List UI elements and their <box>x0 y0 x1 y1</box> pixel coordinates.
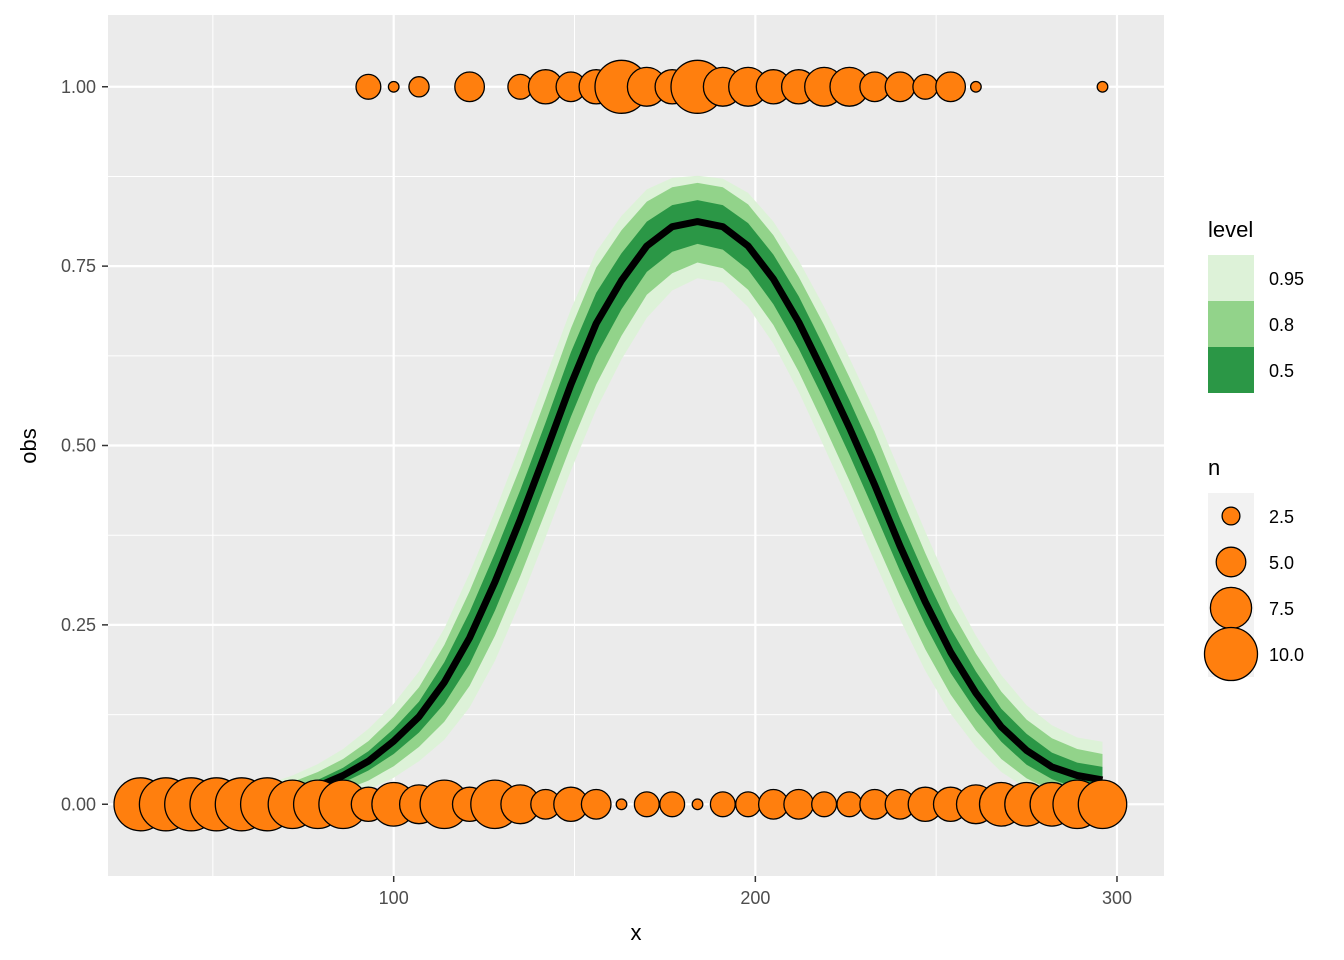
data-point-obs-0 <box>836 791 863 818</box>
data-point-obs-0 <box>580 788 612 820</box>
data-point-obs-1 <box>969 80 982 93</box>
y-tick-label: 0.50 <box>61 436 96 456</box>
data-point-obs-0 <box>615 798 628 811</box>
points <box>113 59 1128 832</box>
data-point-obs-1 <box>912 73 939 100</box>
y-tick-label: 1.00 <box>61 77 96 97</box>
y-tick-label: 0.75 <box>61 256 96 276</box>
legend-level-label: 0.8 <box>1269 315 1294 335</box>
x-tick-label: 100 <box>379 888 409 908</box>
data-point-obs-1 <box>408 76 430 98</box>
data-point-obs-0 <box>783 788 815 820</box>
legend-n-key <box>1221 506 1241 526</box>
legend-level-key <box>1208 347 1254 393</box>
legend-level: level 0.95 0.8 0.5 <box>1208 217 1304 393</box>
y-tick-label: 0.00 <box>61 794 96 814</box>
x-axis-title: x <box>631 920 642 945</box>
legend-level-label: 0.5 <box>1269 361 1294 381</box>
data-point-obs-0 <box>1077 779 1128 830</box>
data-point-obs-0 <box>709 791 736 818</box>
legend-level-label: 0.95 <box>1269 269 1304 289</box>
x-tick-label: 300 <box>1102 888 1132 908</box>
x-tick-label: 200 <box>740 888 770 908</box>
data-point-obs-0 <box>691 798 704 811</box>
legend-n-label: 5.0 <box>1269 553 1294 573</box>
legend-level-key <box>1208 301 1254 347</box>
data-point-obs-1 <box>454 71 486 103</box>
legend-n-label: 10.0 <box>1269 645 1304 665</box>
legend-level-key <box>1208 255 1254 301</box>
axes: 100 200 300 0.00 0.25 0.50 0.75 1.00 <box>61 77 1132 908</box>
legend-n-label: 2.5 <box>1269 507 1294 527</box>
data-point-obs-1 <box>1096 80 1109 93</box>
data-point-obs-0 <box>811 791 838 818</box>
legend-n-key <box>1209 586 1253 630</box>
fitted-line-group <box>241 218 1104 806</box>
fitted-line <box>241 218 1104 806</box>
data-point-obs-0 <box>659 791 686 818</box>
data-point-obs-0 <box>633 791 660 818</box>
legend-n-key <box>1203 626 1259 682</box>
legend-n-title: n <box>1208 455 1220 480</box>
legend-n-label: 7.5 <box>1269 599 1294 619</box>
legend-n: n 2.5 5.0 7.5 10.0 <box>1203 455 1304 682</box>
data-point-obs-0 <box>735 791 762 818</box>
y-axis-title: obs <box>16 428 41 463</box>
data-point-obs-1 <box>935 71 967 103</box>
legend-n-key <box>1215 546 1247 578</box>
data-point-obs-1 <box>387 80 400 93</box>
legend-level-title: level <box>1208 217 1253 242</box>
y-tick-label: 0.25 <box>61 615 96 635</box>
data-point-obs-1 <box>355 73 382 100</box>
data-point-obs-1 <box>884 71 916 103</box>
